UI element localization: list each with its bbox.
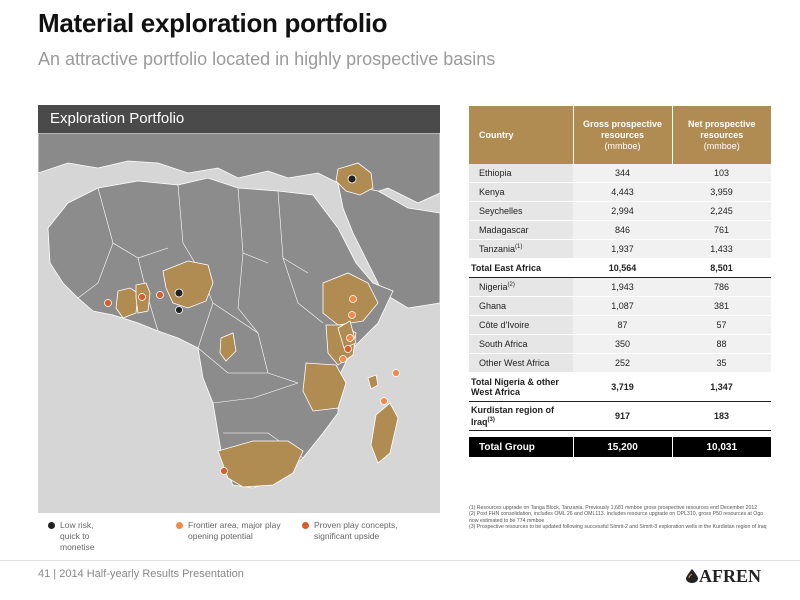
gross-cell: 10,564 — [573, 258, 672, 278]
table-row: South Africa 350 88 — [469, 334, 771, 354]
net-cell: 3,959 — [672, 182, 771, 202]
gross-cell: 252 — [573, 353, 672, 373]
gross-cell: 1,943 — [573, 277, 672, 297]
footnote-ref: (2) — [507, 282, 515, 288]
net-cell: 35 — [672, 353, 771, 373]
footnote: (1) Resources upgrade on Tanga Block, Ta… — [469, 505, 758, 511]
legend-dot-icon — [48, 522, 55, 529]
table-row: Seychelles 2,994 2,245 — [469, 201, 771, 221]
footnote: (3) Prospective resources to be updated … — [469, 524, 767, 531]
country-cell: Other West Africa — [469, 353, 573, 373]
total-east-africa-row: Total East Africa 10,564 8,501 — [469, 258, 771, 278]
total-label: Total Group — [469, 437, 574, 457]
map-panel-title: Exploration Portfolio — [38, 105, 440, 133]
net-cell: 10,031 — [672, 437, 771, 457]
country-label: Tanzania — [479, 244, 516, 254]
gross-cell: 2,994 — [573, 201, 672, 221]
gross-cell: 1,937 — [573, 239, 672, 259]
gross-cell: 87 — [573, 315, 672, 335]
net-cell: 183 — [672, 401, 771, 431]
net-cell: 2,245 — [672, 201, 771, 221]
gross-cell: 344 — [573, 164, 672, 183]
net-cell: 761 — [672, 220, 771, 240]
net-cell: 8,501 — [672, 258, 771, 278]
footnote: (2) Post FHN consolidation, includes OML… — [469, 511, 764, 524]
net-cell: 381 — [672, 296, 771, 316]
total-label: Total East Africa — [469, 258, 573, 278]
total-west-africa-row: Total Nigeria & other West Africa 3,719 1,… — [469, 372, 771, 402]
country-cell: South Africa — [469, 334, 573, 354]
footer: 41 | 2014 Half-yearly Results Presentati… — [0, 560, 800, 600]
footnote-ref: (1) — [515, 244, 523, 250]
footer-divider — [0, 560, 800, 561]
footnotes: (1) Resources upgrade on Tanga Block, Ta… — [469, 505, 769, 531]
legend-label: Frontier area, major play opening potent… — [188, 520, 281, 541]
gross-cell: 4,443 — [573, 182, 672, 202]
footnote-ref: (3) — [487, 417, 495, 423]
kurdistan-row: Kurdistan region of Iraq(3) 917 183 — [469, 401, 771, 431]
net-cell: 1,347 — [672, 372, 771, 402]
net-cell: 103 — [672, 164, 771, 183]
net-unit-label: (mmboe) — [703, 140, 740, 151]
table-row: Other West Africa 252 35 — [469, 353, 771, 373]
gross-cell: 1,087 — [573, 296, 672, 316]
total-group-row: Total Group 15,200 10,031 — [469, 437, 771, 457]
total-label: Kurdistan region of Iraq(3) — [469, 401, 573, 431]
gross-cell: 917 — [573, 401, 672, 431]
table-row: Ethiopia 344 103 — [469, 164, 771, 183]
column-header-country: Country — [469, 106, 574, 164]
country-cell: Madagascar — [469, 220, 573, 240]
gross-cell: 3,719 — [573, 372, 672, 402]
gross-unit-label: (mmboe) — [604, 140, 641, 151]
kurdistan-label: Kurdistan region of Iraq — [471, 405, 554, 427]
table-row: Tanzania(1) 1,937 1,433 — [469, 239, 771, 259]
company-logo: AFREN — [686, 566, 761, 587]
africa-map — [38, 133, 440, 513]
country-cell: Seychelles — [469, 201, 573, 221]
country-cell: Tanzania(1) — [469, 239, 573, 259]
page-label: 41 | 2014 Half-yearly Results Presentati… — [38, 568, 244, 580]
country-cell: Côte d'Ivoire — [469, 315, 573, 335]
country-cell: Ghana — [469, 296, 573, 316]
oil-drop-icon — [686, 569, 698, 583]
country-cell: Ethiopia — [469, 164, 573, 183]
legend-label: Proven play concepts, significant upside — [314, 520, 398, 541]
resources-table: Country Gross prospective resources (mmbo… — [469, 106, 771, 457]
gross-cell: 350 — [573, 334, 672, 354]
net-cell: 57 — [672, 315, 771, 335]
gross-cell: 15,200 — [573, 437, 673, 457]
table-row: Madagascar 846 761 — [469, 220, 771, 240]
country-cell: Kenya — [469, 182, 573, 202]
gross-header-label: Gross prospective resources — [582, 118, 663, 140]
country-label: Nigeria — [479, 282, 508, 292]
country-cell: Nigeria(2) — [469, 277, 573, 297]
table-row: Ghana 1,087 381 — [469, 296, 771, 316]
net-cell: 1,433 — [672, 239, 771, 259]
net-cell: 88 — [672, 334, 771, 354]
table-row: Nigeria(2) 1,943 786 — [469, 277, 771, 297]
gross-cell: 846 — [573, 220, 672, 240]
table-row: Côte d'Ivoire 87 57 — [469, 315, 771, 335]
legend-dot-icon — [176, 522, 183, 529]
total-label: Total Nigeria & other West Africa — [469, 372, 573, 402]
column-header-gross: Gross prospective resources (mmboe) — [573, 106, 673, 164]
map-panel: Exploration Portfolio — [38, 105, 440, 513]
net-cell: 786 — [672, 277, 771, 297]
legend-label: Low risk, quick to monetise — [60, 520, 95, 552]
legend-dot-icon — [302, 522, 309, 529]
column-header-net: Net prospective resources (mmboe) — [672, 106, 771, 164]
page-title: Material exploration portfolio — [38, 8, 388, 38]
logo-text: AFREN — [699, 566, 761, 586]
table-row: Kenya 4,443 3,959 — [469, 182, 771, 202]
table-header-row: Country Gross prospective resources (mmbo… — [469, 106, 771, 164]
page-subtitle: An attractive portfolio located in highl… — [38, 49, 496, 69]
net-header-label: Net prospective resources — [687, 118, 756, 140]
